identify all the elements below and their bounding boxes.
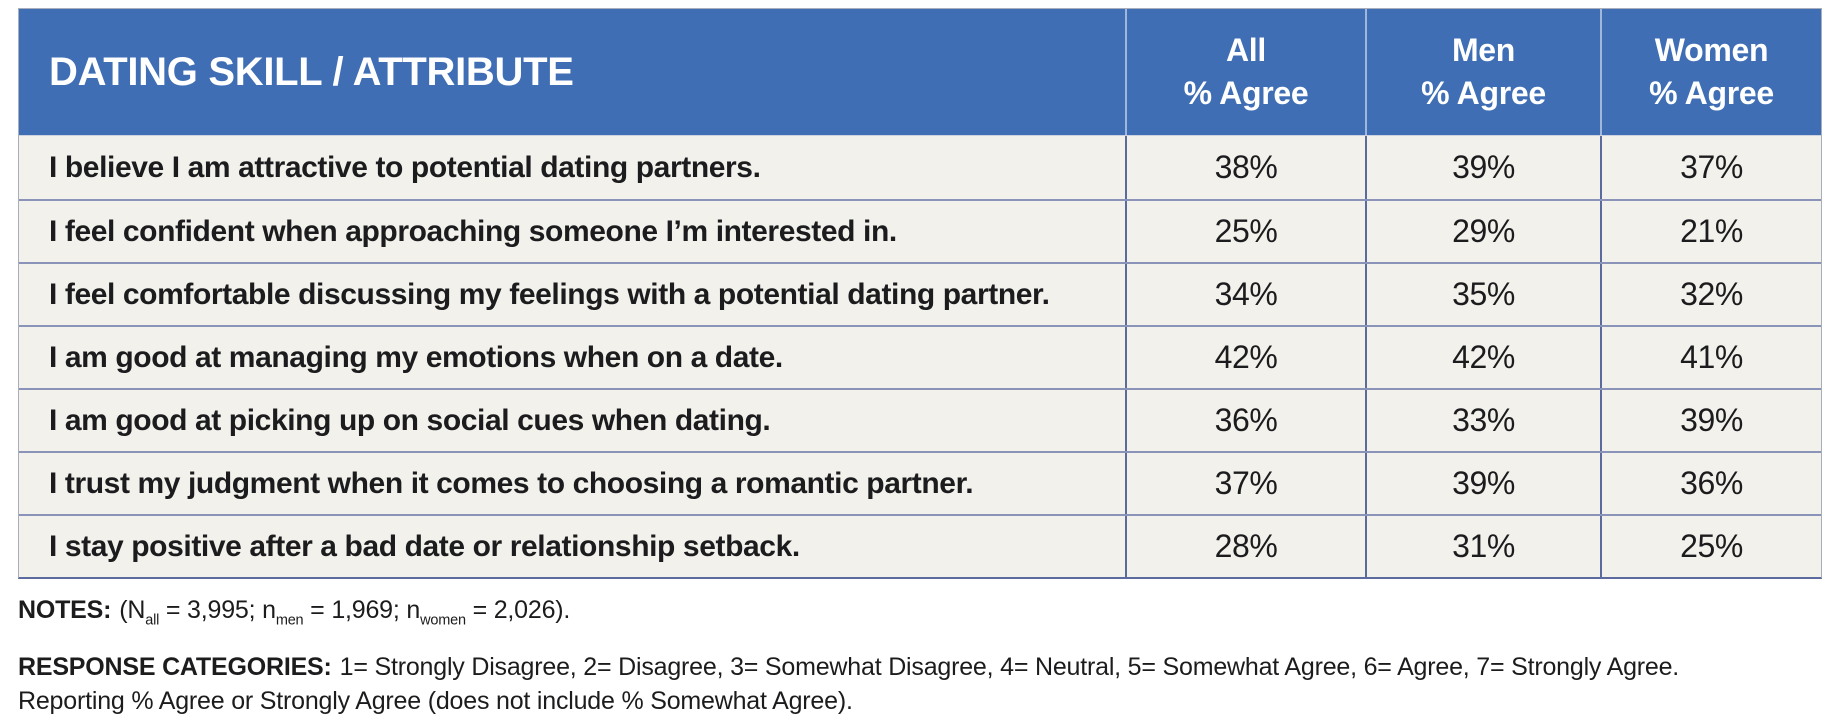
response-categories: RESPONSE CATEGORIES: 1= Strongly Disagree…: [18, 650, 1808, 718]
notes-label: NOTES:: [18, 596, 112, 624]
table-row: I feel confident when approaching someon…: [19, 199, 1821, 262]
header-col-women-line2: % Agree: [1649, 75, 1774, 111]
notes-text: (Nall = 3,995; nmen = 1,969; nwomen = 2,…: [119, 596, 571, 629]
row-label: I feel comfortable discussing my feeling…: [49, 277, 1050, 311]
table-header-row: DATING SKILL / ATTRIBUTE All % Agree Men…: [19, 9, 1821, 136]
row-label: I am good at picking up on social cues w…: [49, 403, 771, 437]
table-row: I am good at managing my emotions when o…: [19, 325, 1821, 388]
cell-women: 32%: [1600, 264, 1821, 325]
response-categories-label: RESPONSE CATEGORIES:: [18, 653, 332, 681]
cell-women: 37%: [1600, 136, 1821, 199]
header-col-men: Men % Agree: [1365, 9, 1600, 135]
table-row: I trust my judgment when it comes to cho…: [19, 451, 1821, 514]
survey-table: DATING SKILL / ATTRIBUTE All % Agree Men…: [18, 8, 1822, 579]
cell-all: 37%: [1125, 453, 1365, 514]
header-col-all: All % Agree: [1125, 9, 1365, 135]
cell-men: 29%: [1365, 201, 1600, 262]
cell-women: 25%: [1600, 516, 1821, 577]
table-row: I feel comfortable discussing my feeling…: [19, 262, 1821, 325]
row-label: I trust my judgment when it comes to cho…: [49, 466, 974, 500]
header-col-men-line2: % Agree: [1421, 75, 1546, 111]
response-reporting-note: Reporting % Agree or Strongly Agree (doe…: [18, 687, 853, 715]
row-label: I believe I am attractive to potential d…: [49, 150, 761, 184]
cell-men: 39%: [1365, 453, 1600, 514]
header-skill-attribute: DATING SKILL / ATTRIBUTE: [49, 49, 574, 94]
header-col-all-line1: All: [1226, 32, 1266, 68]
cell-women: 39%: [1600, 390, 1821, 451]
cell-all: 25%: [1125, 201, 1365, 262]
cell-all: 28%: [1125, 516, 1365, 577]
row-label: I am good at managing my emotions when o…: [49, 340, 783, 374]
row-label: I stay positive after a bad date or rela…: [49, 529, 800, 563]
header-col-women: Women % Agree: [1600, 9, 1821, 135]
cell-men: 33%: [1365, 390, 1600, 451]
cell-women: 41%: [1600, 327, 1821, 388]
header-col-women-line1: Women: [1654, 32, 1769, 68]
table-row: I believe I am attractive to potential d…: [19, 136, 1821, 199]
cell-all: 34%: [1125, 264, 1365, 325]
cell-men: 39%: [1365, 136, 1600, 199]
cell-all: 42%: [1125, 327, 1365, 388]
row-label: I feel confident when approaching someon…: [49, 214, 897, 248]
cell-men: 31%: [1365, 516, 1600, 577]
header-col-men-line1: Men: [1451, 32, 1516, 68]
cell-women: 36%: [1600, 453, 1821, 514]
cell-men: 42%: [1365, 327, 1600, 388]
cell-all: 38%: [1125, 136, 1365, 199]
table-row: I am good at picking up on social cues w…: [19, 388, 1821, 451]
cell-women: 21%: [1600, 201, 1821, 262]
cell-men: 35%: [1365, 264, 1600, 325]
header-col-all-line2: % Agree: [1183, 75, 1309, 111]
response-categories-text: 1= Strongly Disagree, 2= Disagree, 3= So…: [339, 653, 1680, 681]
notes: NOTES: (Nall = 3,995; nmen = 1,969; nwome…: [18, 596, 570, 629]
cell-all: 36%: [1125, 390, 1365, 451]
table-row: I stay positive after a bad date or rela…: [19, 514, 1821, 577]
